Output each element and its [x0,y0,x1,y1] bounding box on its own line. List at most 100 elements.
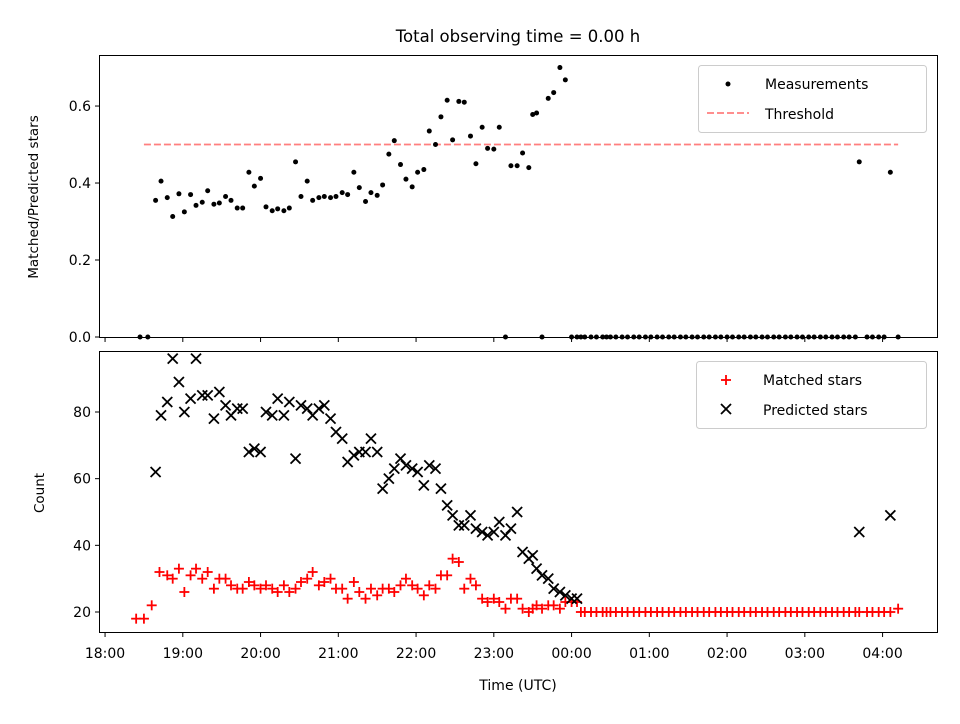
measurement-point [251,183,257,189]
measurement-point [811,334,817,340]
matched-star-point [319,577,330,587]
predicted-star-point [289,453,302,465]
measurement-point [834,334,840,340]
measurement-point [551,90,557,96]
marker-stroke [184,393,197,405]
marker-stroke [383,473,395,485]
panel-count-x-ticks: 18:00 19:00 20:00 21:00 22:00 23:00 00:00 01:00… [85,632,903,662]
panel-ratio-frame [99,55,938,338]
measurement-point [391,138,397,144]
measurement-point [363,199,369,205]
matched-star-point [365,583,376,594]
predicted-star-point [248,443,260,455]
measurement-point [593,334,599,340]
x-tick-label: 23:00 [474,646,514,662]
marker-stroke [571,593,583,605]
measurement-point [741,334,747,340]
measurement-point [328,195,334,201]
predicted-star-point [295,399,307,411]
matched-star-point [197,573,208,584]
measurement-point [642,334,648,340]
marker-stroke [149,466,162,478]
predicted-star-point [266,409,278,421]
measurement-point [881,334,887,340]
predicted-star-point [511,506,523,518]
marker-stroke [458,519,470,531]
measurement-point [356,185,362,191]
measurement-point [569,334,575,340]
predicted-star-point [237,403,249,415]
measurement-point [281,208,287,214]
measurement-point [631,334,637,340]
predicted-star-point [536,569,548,581]
panel-count-y-label: Count [32,473,48,513]
marker-stroke [208,413,220,425]
marker-stroke [516,546,529,558]
matched-star-point [465,573,476,584]
matched-star-point [302,573,313,584]
predicted-star-point [313,403,325,415]
measurement-point [747,334,753,340]
measurement-point [485,145,491,151]
measurement-point [269,208,275,214]
marker-stroke [365,433,377,445]
marker-stroke [260,406,272,418]
marker-stroke [324,413,337,425]
measurement-point [298,194,304,199]
marker-stroke [178,406,190,418]
measurement-point [794,334,800,340]
matched-star-point [500,603,511,614]
matched-star-point [290,583,301,594]
predicted-star-point [371,446,383,458]
x-tick-label: 18:00 [85,646,125,662]
matched-star-point [531,600,542,611]
predicted-star-point [161,396,173,408]
marker-stroke [173,376,185,388]
predicted-star-point [423,459,435,471]
matched-star-point [389,587,400,597]
measurement-point [438,114,444,120]
predicted-star-point [446,509,459,521]
x-tick-label: 01:00 [629,646,669,662]
measurement-point [887,169,893,175]
marker-stroke [272,393,284,405]
predicted-star-point [453,519,465,531]
marker-stroke [243,446,255,458]
predicted-star-point [388,463,400,475]
measurement-point [666,334,672,340]
measurement-point [145,334,151,340]
marker-stroke [248,443,260,455]
matched-star-point [272,587,283,597]
measurement-point [508,163,514,169]
measurement-point [461,99,467,105]
measurement-point [724,334,730,340]
measurement-point [534,110,540,116]
predicted-star-point [476,526,488,538]
matched-star-point [348,577,359,587]
matched-star-point [325,573,336,584]
legend-threshold-label: Threshold [764,107,834,123]
marker-stroke [348,449,360,461]
marker-stroke [190,353,202,365]
measurement-point [562,77,568,83]
legend-predicted-label: Predicted stars [763,403,868,419]
measurement-point [806,334,812,340]
predicted-star-point [406,463,418,475]
marker-stroke [301,403,313,415]
predicted-star-point [149,466,162,478]
matched-star-point [185,570,196,581]
predicted-star-point [365,433,377,445]
predicted-star-point [554,586,566,598]
predicted-star-point [884,509,896,521]
matched-star-point [400,573,411,584]
matched-star-point [424,580,435,591]
measurement-point [199,199,205,205]
matched-star-point [360,593,371,604]
matched-star-point [337,583,348,594]
legend-measurements-label: Measurements [765,77,868,93]
measurement-point [588,334,594,340]
measurement-point [339,190,345,196]
measurement-point [426,128,432,134]
panel-ratio: 0.0 0.2 0.4 0.6 Matched/Predicted stars Mea… [26,55,938,346]
measurement-point [421,167,427,173]
